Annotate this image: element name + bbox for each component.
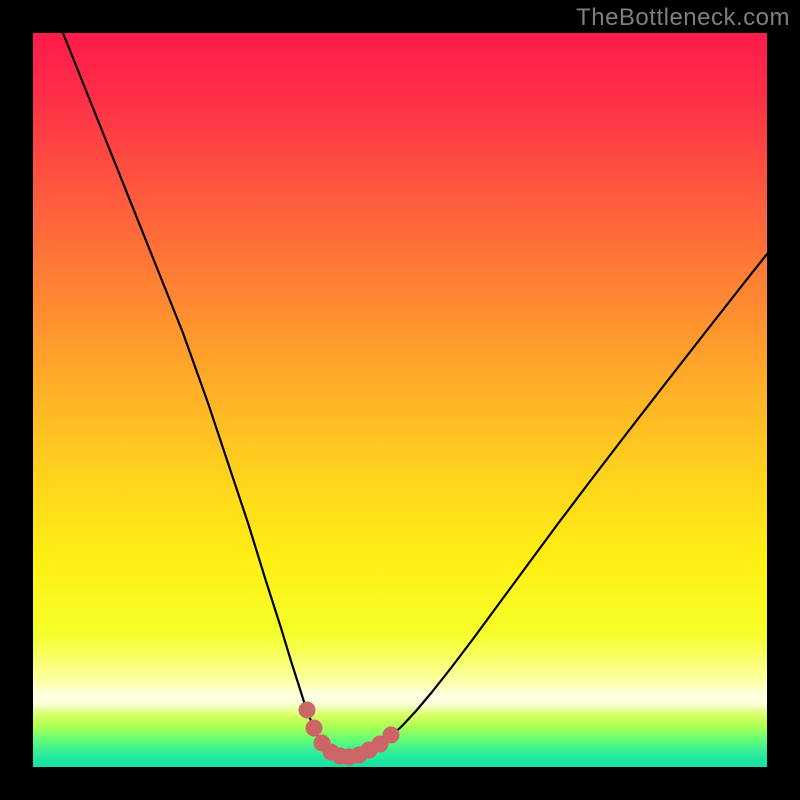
attribution-text: TheBottleneck.com — [576, 4, 790, 32]
chart-stage: TheBottleneck.com — [0, 0, 800, 800]
plot-area — [33, 33, 767, 767]
valley-marker — [383, 727, 400, 744]
valley-marker — [299, 702, 316, 719]
bottleneck-curve-path — [63, 33, 767, 757]
bottleneck-curve — [33, 33, 767, 767]
valley-marker — [306, 720, 323, 737]
